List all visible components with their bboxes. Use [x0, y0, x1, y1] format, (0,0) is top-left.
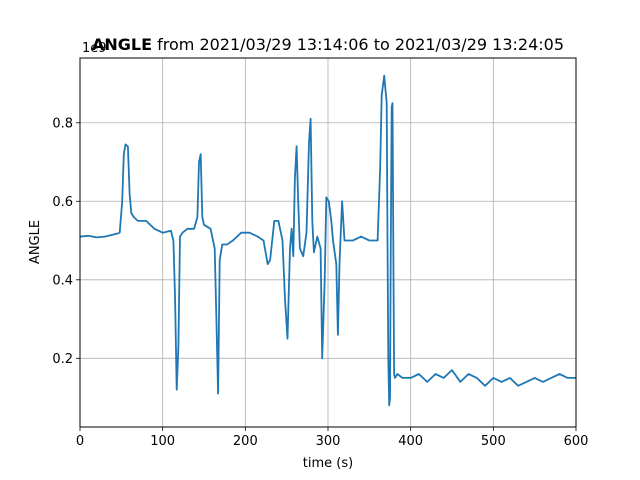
chart-title-bold: ANGLE — [92, 35, 152, 54]
series-line — [79, 74, 576, 407]
x-tick-label: 0 — [76, 434, 84, 449]
y-tick-label: 0.2 — [52, 352, 73, 367]
x-tick-label: 500 — [481, 434, 506, 449]
x-tick-label: 200 — [233, 434, 258, 449]
chart-title: ANGLE from 2021/03/29 13:14:06 to 2021/0… — [92, 35, 564, 54]
axis-ticks: 0 100 200 300 400 500 600 0.2 0.4 0.6 0.8 — [52, 116, 588, 449]
y-tick-label: 0.8 — [52, 116, 73, 131]
y-tick-label: 0.6 — [52, 195, 73, 210]
y-tick-label: 0.4 — [52, 273, 73, 288]
plot-area — [79, 74, 576, 407]
x-tick-label: 300 — [316, 434, 341, 449]
y-axis-label: ANGLE — [28, 220, 43, 264]
y-offset-label: 1e9 — [82, 41, 107, 56]
x-tick-label: 600 — [564, 434, 589, 449]
x-tick-label: 400 — [398, 434, 423, 449]
x-tick-label: 100 — [150, 434, 175, 449]
x-axis-label: time (s) — [303, 456, 353, 471]
chart-title-rest: from 2021/03/29 13:14:06 to 2021/03/29 1… — [152, 35, 564, 54]
